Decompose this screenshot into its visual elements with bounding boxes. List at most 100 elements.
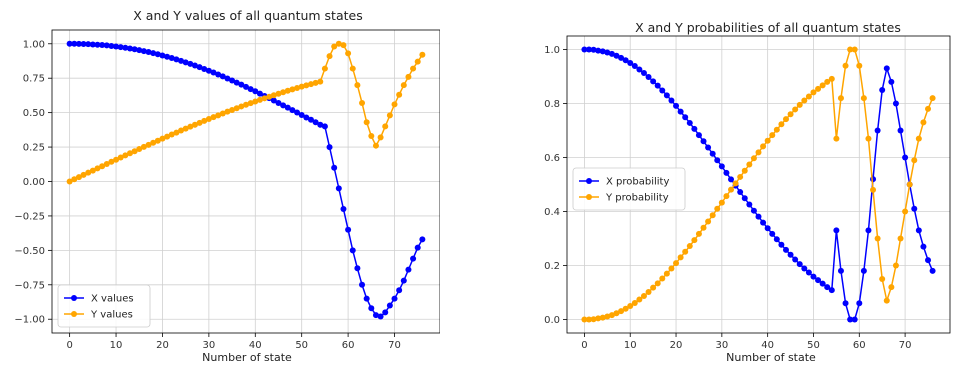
- data-point: [368, 305, 375, 312]
- x-tick-label: 40: [249, 340, 262, 351]
- data-point: [837, 267, 844, 274]
- data-point: [686, 119, 693, 126]
- data-point: [815, 85, 822, 92]
- data-point: [326, 144, 333, 151]
- data-point: [298, 111, 305, 118]
- data-point: [66, 40, 73, 47]
- data-point: [677, 254, 684, 261]
- data-point: [94, 165, 101, 172]
- data-point: [89, 41, 96, 48]
- legend-label: X values: [91, 294, 134, 305]
- data-point: [372, 312, 379, 319]
- data-point: [833, 227, 840, 234]
- data-point: [640, 69, 647, 76]
- data-point: [888, 284, 895, 291]
- data-point: [860, 95, 867, 102]
- data-point: [108, 158, 115, 165]
- series: [66, 40, 426, 320]
- data-point: [627, 303, 634, 309]
- x-tick-label: 10: [110, 340, 123, 351]
- data-point: [284, 87, 291, 94]
- data-point: [266, 93, 273, 100]
- data-point: [117, 154, 124, 161]
- y-tick-label: 0.75: [23, 74, 45, 85]
- data-point: [915, 227, 922, 234]
- data-point: [224, 75, 231, 82]
- data-point: [700, 138, 707, 145]
- data-point: [396, 287, 403, 294]
- data-point: [760, 143, 767, 150]
- data-point: [187, 60, 194, 67]
- data-point: [769, 230, 776, 237]
- data-point: [695, 132, 702, 139]
- data-point: [303, 82, 310, 89]
- axis-ticks: 0 10 20 30 40 50 60 70 1.00 0.75 0.50 0.25 0.00 −0.25…: [14, 39, 401, 351]
- data-point: [622, 57, 629, 64]
- data-point: [405, 266, 412, 273]
- y-tick-label: −0.50: [14, 246, 45, 257]
- data-point: [173, 56, 180, 63]
- data-point: [728, 186, 735, 193]
- data-point: [126, 150, 133, 157]
- legend-box: [572, 167, 686, 211]
- data-point: [400, 277, 407, 284]
- data-point: [920, 119, 927, 126]
- data-point: [741, 195, 748, 202]
- data-point: [382, 123, 389, 130]
- x-tick-label: 30: [203, 340, 216, 351]
- x-tick-label: 50: [295, 340, 308, 351]
- data-point: [842, 300, 849, 307]
- legend: X probability Y probability: [572, 167, 686, 211]
- data-point: [695, 230, 702, 237]
- data-point: [608, 312, 615, 319]
- data-point: [691, 125, 698, 132]
- data-point: [874, 127, 881, 134]
- data-point: [622, 305, 629, 312]
- data-point: [238, 103, 245, 110]
- data-point: [613, 52, 620, 59]
- data-point: [229, 107, 236, 114]
- data-point: [837, 95, 844, 102]
- data-point: [686, 243, 693, 250]
- data-point: [201, 65, 208, 72]
- series-y-probability: [581, 46, 936, 323]
- data-point: [247, 100, 254, 107]
- data-point: [925, 257, 932, 264]
- data-point: [294, 109, 301, 116]
- data-point: [659, 87, 666, 94]
- data-point: [750, 207, 757, 214]
- x-tick-label: 10: [624, 340, 637, 351]
- data-point: [810, 89, 817, 96]
- data-point: [400, 82, 407, 89]
- data-point: [782, 246, 789, 253]
- data-point: [737, 173, 744, 180]
- data-point: [363, 295, 370, 302]
- data-point: [911, 205, 918, 212]
- data-point: [140, 48, 147, 55]
- data-point: [359, 281, 366, 288]
- data-point: [414, 58, 421, 65]
- data-point: [929, 95, 936, 102]
- data-point: [673, 102, 680, 109]
- data-point: [590, 316, 597, 323]
- data-point: [709, 150, 716, 157]
- y-tick-label: 0.50: [23, 108, 45, 119]
- data-point: [386, 302, 393, 309]
- data-point: [700, 224, 707, 231]
- y-tick-label: 0.4: [544, 207, 560, 218]
- legend-label: X probability: [606, 177, 669, 188]
- y-tick-label: −1.00: [14, 315, 45, 326]
- data-point: [85, 41, 92, 48]
- data-point: [828, 75, 835, 82]
- data-point: [349, 65, 356, 72]
- grid: [567, 36, 950, 333]
- data-point: [140, 143, 147, 150]
- data-point: [645, 74, 652, 81]
- data-point: [782, 116, 789, 123]
- series-x-probability: [581, 46, 936, 323]
- data-point: [243, 101, 249, 108]
- data-point: [345, 226, 352, 233]
- data-point: [75, 40, 82, 47]
- data-point: [71, 40, 78, 47]
